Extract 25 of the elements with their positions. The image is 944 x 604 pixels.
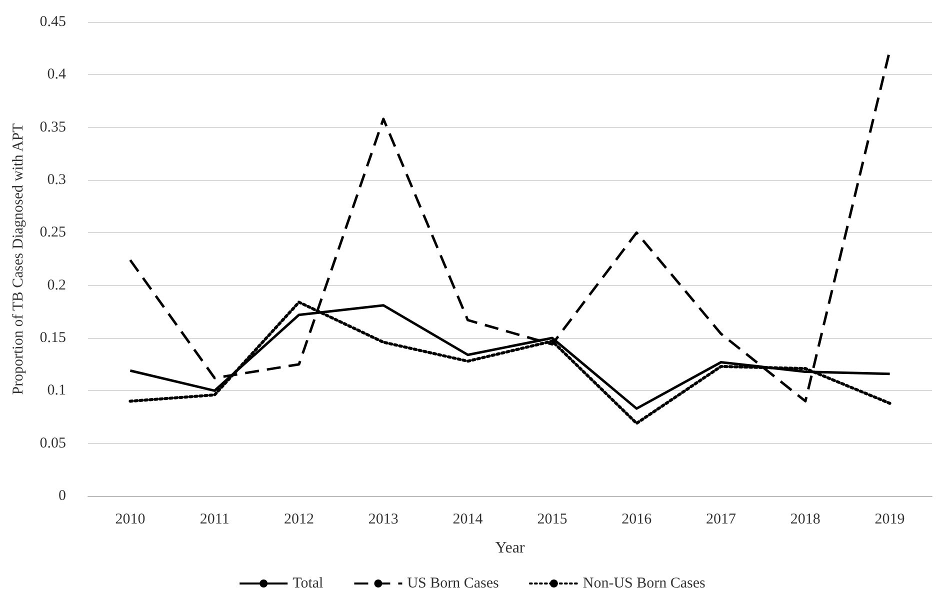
y-tick-label: 0.45 (40, 14, 66, 30)
legend-label: US Born Cases (407, 576, 500, 592)
x-tick-label: 2015 (537, 512, 568, 528)
x-tick-label: 2010 (115, 512, 146, 528)
y-tick-label: 0.05 (40, 435, 66, 452)
x-tick-label: 2011 (200, 512, 230, 528)
x-axis-title: Year (495, 540, 526, 556)
x-tick-label: 2019 (874, 512, 905, 528)
y-tick-label: 0.3 (47, 172, 66, 188)
legend-label: Non-US Born Cases (582, 576, 706, 592)
y-tick-label: 0.25 (40, 224, 66, 241)
x-tick-label: 2018 (790, 512, 820, 528)
x-tick-label: 2012 (284, 512, 314, 528)
x-tick-label: 2013 (368, 512, 398, 528)
y-tick-label: 0.4 (47, 66, 66, 83)
y-tick-label: 0.35 (40, 119, 66, 136)
x-tick-label: 2014 (452, 512, 484, 528)
y-tick-label: 0 (58, 488, 66, 504)
y-tick-label: 0.15 (40, 330, 66, 346)
y-axis-title: Proportion of TB Cases Diagnosed with APT (10, 123, 26, 395)
x-tick-label: 2016 (622, 512, 652, 528)
legend-label: Total (292, 576, 324, 592)
y-tick-label: 0.1 (47, 382, 66, 399)
x-tick-label: 2017 (706, 512, 736, 528)
y-tick-label: 0.2 (47, 277, 66, 294)
